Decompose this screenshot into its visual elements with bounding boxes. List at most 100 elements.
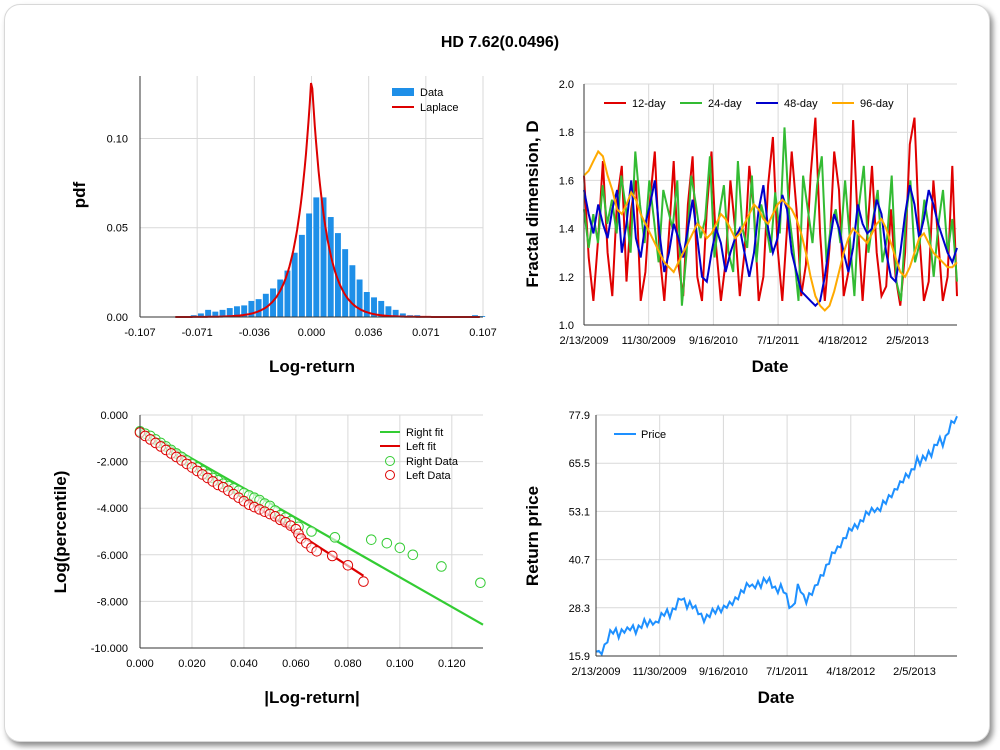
price-ytick-label: 15.9 bbox=[569, 651, 590, 663]
histogram-axes bbox=[139, 76, 483, 318]
fractal-ytick-label: 2.0 bbox=[559, 79, 574, 91]
legend-left-data-swatch bbox=[385, 470, 395, 480]
tails-left-point bbox=[326, 550, 338, 562]
histogram-bar bbox=[241, 305, 248, 317]
histogram-bar bbox=[349, 265, 356, 317]
fractal-ytick-label: 1.4 bbox=[559, 224, 574, 236]
tails-ytick-label: -8.000 bbox=[97, 596, 128, 608]
legend-right-data-swatch bbox=[385, 456, 395, 466]
price-ytick-label: 77.9 bbox=[569, 410, 590, 422]
histogram-bar bbox=[234, 306, 240, 317]
tails-ytick-label: -10.000 bbox=[91, 643, 128, 655]
tails-right-point bbox=[381, 537, 393, 549]
fractal-xtick-label: 11/30/2009 bbox=[622, 335, 676, 347]
tails-xlabel: |Log-return| bbox=[264, 688, 359, 707]
tails-xtick-label: 0.040 bbox=[230, 658, 258, 670]
fractal-legend-label: 48-day bbox=[784, 98, 818, 110]
histogram-bar bbox=[313, 197, 320, 317]
histogram-bar bbox=[197, 313, 204, 317]
histogram-bar bbox=[284, 270, 291, 317]
histogram-xtick-label: -0.036 bbox=[239, 327, 270, 339]
histogram-bar bbox=[219, 309, 226, 317]
tails-ticks: 0.000 0.020 0.040 0.060 0.080 0.100 0.120 0.000… bbox=[91, 410, 466, 670]
figure-title: HD 7.62(0.0496) bbox=[441, 34, 559, 51]
fractal-ytick-label: 1.0 bbox=[559, 320, 574, 332]
fractal-panel: 2/13/2009 11/30/2009 9/16/2010 7/1/2011 4/18… bbox=[523, 79, 958, 376]
tails-left-point bbox=[358, 576, 369, 587]
histogram-bars bbox=[176, 197, 486, 317]
tails-ytick-label: -6.000 bbox=[97, 550, 128, 562]
tails-axes bbox=[139, 415, 483, 649]
tails-ylabel: Log(percentile) bbox=[51, 471, 70, 594]
tails-data bbox=[134, 426, 486, 626]
fractal-ytick-label: 1.2 bbox=[559, 272, 574, 284]
histogram-xtick-label: 0.000 bbox=[298, 327, 326, 339]
fractal-ytick-label: 1.6 bbox=[559, 175, 574, 187]
tails-xtick-label: 0.100 bbox=[386, 658, 414, 670]
fractal-xtick-label: 4/18/2012 bbox=[818, 335, 867, 347]
tails-xtick-label: 0.020 bbox=[178, 658, 206, 670]
tails-xtick-label: 0.120 bbox=[438, 658, 466, 670]
histogram-bar bbox=[277, 279, 284, 317]
fractal-ticks: 2/13/2009 11/30/2009 9/16/2010 7/1/2011 4/18… bbox=[559, 79, 929, 347]
histogram-xtick-label: -0.071 bbox=[182, 327, 213, 339]
fractal-legend: 12-day 24-day 48-day 96-day bbox=[604, 98, 894, 110]
histogram-bar bbox=[205, 309, 212, 317]
histogram-bar bbox=[327, 217, 334, 317]
histogram-ytick-label: 0.10 bbox=[107, 133, 128, 145]
legend-data-label: Data bbox=[420, 87, 444, 99]
histogram-bar bbox=[262, 293, 269, 317]
legend-left-fit-label: Left fit bbox=[406, 441, 436, 453]
legend-right-data-label: Right Data bbox=[406, 456, 459, 468]
histogram-bar bbox=[399, 313, 406, 317]
fractal-legend-label: 96-day bbox=[860, 98, 894, 110]
histogram-bar bbox=[371, 297, 377, 317]
tails-right-point bbox=[365, 534, 377, 545]
histogram-bar bbox=[356, 279, 363, 317]
price-ytick-label: 53.1 bbox=[569, 506, 590, 518]
tails-panel: 0.000 0.020 0.040 0.060 0.080 0.100 0.120 0.000… bbox=[51, 410, 486, 707]
price-panel: 2/13/2009 11/30/2009 9/16/2010 7/1/2011 4/18… bbox=[523, 410, 958, 707]
price-ytick-label: 28.3 bbox=[569, 603, 590, 615]
tails-left-point bbox=[311, 546, 322, 557]
fractal-xtick-label: 2/13/2009 bbox=[560, 335, 609, 347]
tails-left-point bbox=[342, 559, 354, 571]
histogram-xtick-label: -0.107 bbox=[124, 327, 155, 339]
histogram-ytick-label: 0.05 bbox=[107, 223, 128, 235]
legend-left-data-label: Left Data bbox=[406, 470, 452, 482]
histogram-bar bbox=[291, 252, 298, 317]
histogram-bar bbox=[378, 300, 385, 317]
fractal-series-line bbox=[583, 180, 958, 308]
tails-right-point bbox=[436, 561, 447, 572]
legend-right-fit-label: Right fit bbox=[406, 427, 443, 439]
fractal-ytick-label: 1.8 bbox=[559, 127, 574, 139]
histogram-xlabel: Log-return bbox=[269, 357, 355, 376]
price-axes bbox=[595, 415, 957, 657]
price-xlabel: Date bbox=[758, 688, 795, 707]
histogram-bar bbox=[270, 288, 276, 317]
tails-legend: Right fit Left fit Right Data Left Data bbox=[380, 427, 459, 482]
price-ytick-label: 65.5 bbox=[569, 458, 590, 470]
tails-ytick-label: 0.000 bbox=[100, 410, 128, 422]
tails-xtick-label: 0.080 bbox=[334, 658, 362, 670]
histogram-panel: -0.107 -0.071 -0.036 0.000 0.036 0.071 0.107 0.… bbox=[70, 76, 497, 376]
fractal-xtick-label: 7/1/2011 bbox=[757, 335, 799, 347]
price-ticks: 2/13/2009 11/30/2009 9/16/2010 7/1/2011 4/18… bbox=[569, 410, 936, 678]
histogram-bar bbox=[255, 299, 262, 317]
fractal-ylabel: Fractal dimension, D bbox=[523, 120, 542, 287]
price-legend: Price bbox=[614, 429, 666, 441]
price-xtick-label: 9/16/2010 bbox=[699, 666, 748, 678]
tails-right-point bbox=[407, 549, 419, 561]
histogram-bar bbox=[320, 197, 327, 317]
histogram-bar bbox=[306, 213, 313, 317]
histogram-xtick-label: 0.071 bbox=[412, 327, 440, 339]
tails-xtick-label: 0.000 bbox=[126, 658, 154, 670]
fractal-legend-label: 24-day bbox=[708, 98, 742, 110]
histogram-bar bbox=[342, 249, 349, 317]
fractal-series-line bbox=[583, 149, 958, 312]
histogram-bar bbox=[212, 311, 219, 317]
laplace-curve bbox=[175, 82, 480, 318]
price-line bbox=[595, 415, 958, 657]
histogram-legend: Data Laplace bbox=[392, 87, 459, 114]
